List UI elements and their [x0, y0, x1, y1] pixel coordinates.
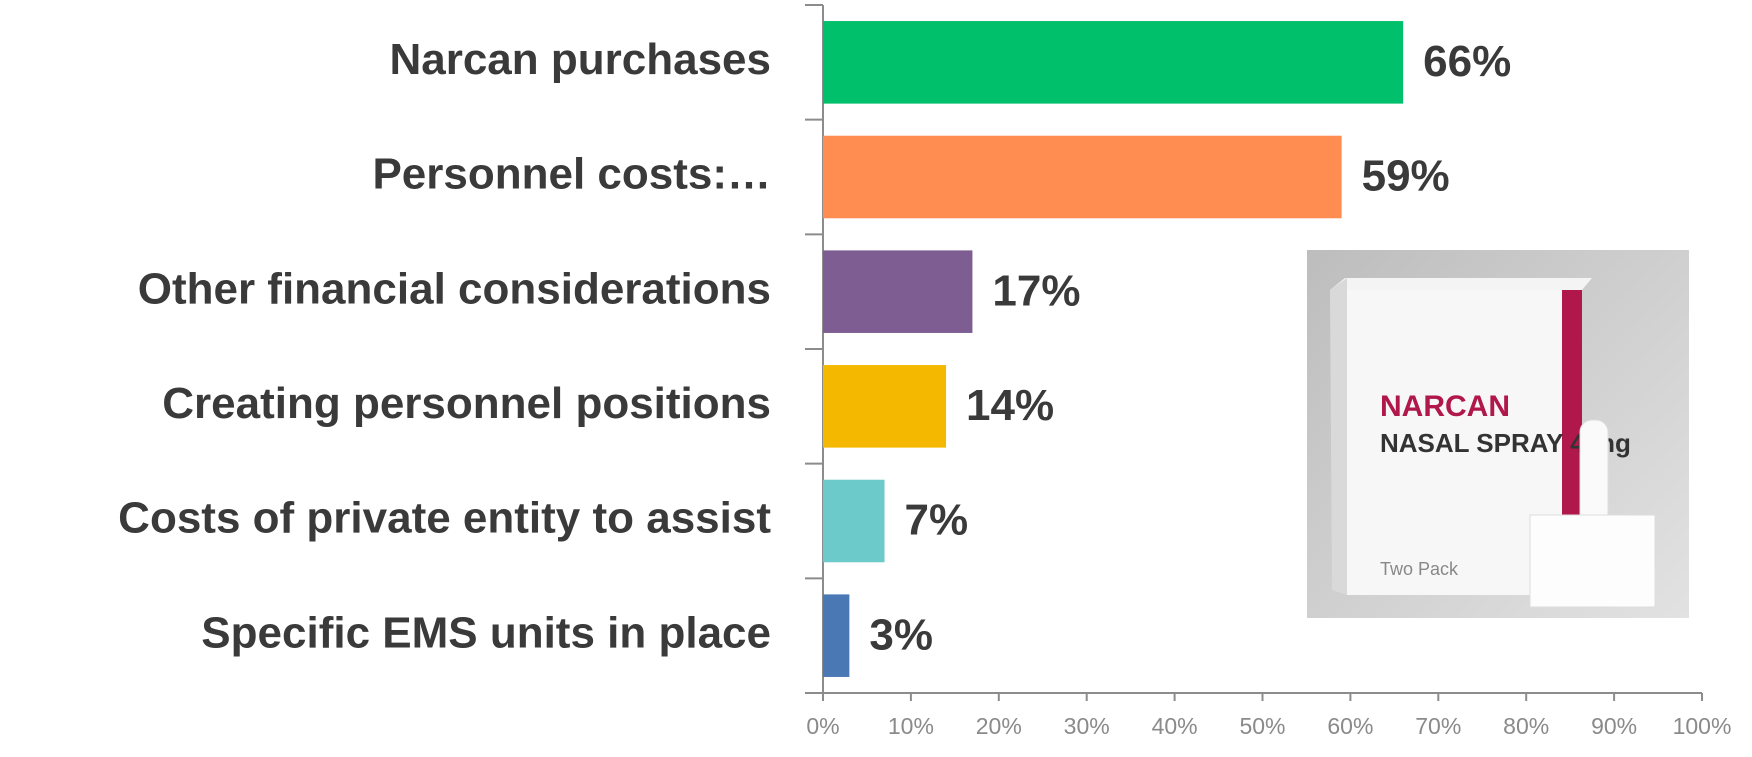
value-label: 3%	[869, 610, 933, 659]
category-label: Costs of private entity to assist	[118, 494, 771, 543]
category-label: Creating personnel positions	[162, 379, 771, 428]
bar	[823, 135, 1342, 219]
x-tick-label: 10%	[888, 713, 934, 739]
x-tick-label: 50%	[1239, 713, 1285, 739]
x-tick-label: 60%	[1327, 713, 1373, 739]
photo-text: NARCAN	[1380, 390, 1510, 423]
value-label: 17%	[992, 266, 1080, 315]
x-tick-label: 40%	[1152, 713, 1198, 739]
bar	[823, 479, 885, 563]
bar	[823, 250, 973, 333]
box-top	[1330, 278, 1592, 290]
x-tick-label: 90%	[1591, 713, 1637, 739]
x-tick-label: 0%	[806, 713, 839, 739]
bar	[823, 21, 1404, 104]
x-tick-label: 30%	[1064, 713, 1110, 739]
box-side	[1330, 278, 1347, 595]
value-label: 14%	[966, 381, 1054, 430]
x-tick-label: 80%	[1503, 713, 1549, 739]
value-label: 66%	[1423, 37, 1511, 86]
spray-package	[1529, 514, 1656, 608]
category-label: Personnel costs:…	[372, 150, 771, 199]
category-label: Specific EMS units in place	[201, 608, 771, 657]
category-label: Narcan purchases	[389, 35, 771, 84]
bar	[823, 365, 947, 448]
photo-text: Two Pack	[1380, 559, 1459, 579]
bar	[823, 594, 850, 677]
value-label: 7%	[905, 496, 969, 545]
category-label: Other financial considerations	[138, 264, 771, 313]
value-label: 59%	[1362, 152, 1450, 201]
x-tick-label: 70%	[1415, 713, 1461, 739]
x-tick-label: 20%	[976, 713, 1022, 739]
x-tick-label: 100%	[1673, 713, 1732, 739]
product-photo: NARCAN NASAL SPRAY 4 mg Two Pack	[1307, 250, 1689, 618]
